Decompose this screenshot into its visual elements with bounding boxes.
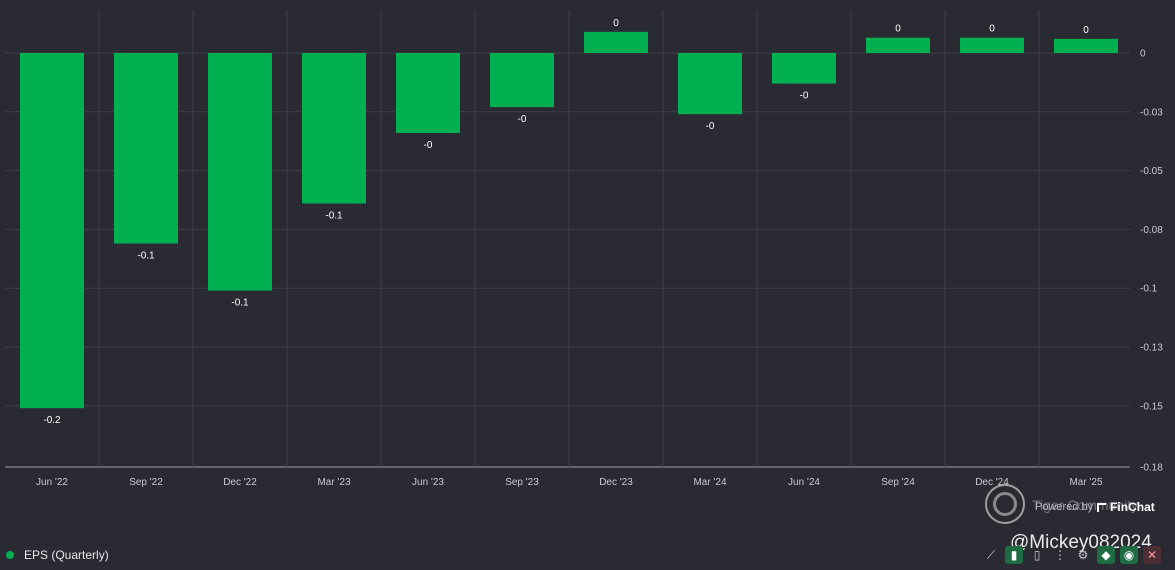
watermark-handle: @Mickey082024 (1010, 532, 1152, 553)
column-chart-icon[interactable]: ▯ (1033, 548, 1041, 562)
bar[interactable] (208, 53, 272, 291)
powered-by[interactable]: Powered by FinChat (1035, 500, 1155, 514)
y-tick-label: -0.15 (1140, 401, 1163, 412)
data-label: -0.2 (43, 415, 61, 426)
data-label: 0 (1083, 25, 1089, 36)
bar[interactable] (678, 53, 742, 115)
legend-label-eps: EPS (Quarterly) (24, 548, 109, 562)
data-label: -0 (518, 114, 527, 125)
grid-layer (5, 10, 1130, 468)
x-axis: Jun '22 Sep '22 Dec '22 Mar '23 Jun '23 Sep '… (36, 477, 1103, 488)
legend-dot-eps (6, 551, 14, 559)
x-tick-label: Mar '25 (1069, 477, 1102, 488)
bar[interactable] (1054, 38, 1118, 53)
bar[interactable] (20, 53, 84, 409)
x-tick-label: Sep '24 (881, 477, 915, 488)
bar[interactable] (114, 53, 178, 244)
data-label: -0 (800, 91, 809, 102)
bar[interactable] (772, 53, 836, 84)
bar[interactable] (584, 31, 648, 53)
data-label: -0.1 (137, 251, 155, 262)
data-label: -0.1 (325, 211, 343, 222)
bar[interactable] (302, 53, 366, 204)
close-icon[interactable]: ✕ (1143, 546, 1161, 564)
x-tick-label: Jun '22 (36, 477, 68, 488)
gear-icon[interactable]: ⚙ (1077, 548, 1089, 562)
data-label: -0.1 (231, 298, 249, 309)
powered-by-text: Powered by (1035, 501, 1094, 513)
y-tick-label: -0.05 (1140, 166, 1163, 177)
x-tick-label: Mar '23 (317, 477, 350, 488)
bars-layer (20, 31, 1118, 409)
chart-legend[interactable]: EPS (Quarterly) (6, 546, 109, 564)
y-tick-label: -0.18 (1140, 463, 1163, 474)
bar[interactable] (490, 53, 554, 108)
x-tick-label: Dec '24 (975, 477, 1009, 488)
y-tick-label: -0.13 (1140, 343, 1163, 354)
eps-bar-chart: -0.2 -0.1 -0.1 -0.1 -0 -0 0 -0 -0 0 0 0 Jun '22 Sep … (5, 10, 1163, 488)
bar[interactable] (960, 37, 1024, 53)
x-tick-label: Dec '22 (223, 477, 257, 488)
tag-icon[interactable]: ◆ (1097, 546, 1115, 564)
line-chart-icon[interactable]: ⟋ (986, 547, 996, 562)
finchat-logo-icon (1097, 502, 1107, 512)
watermark-text: Tiger Community (1032, 497, 1139, 513)
y-tick-label: 0 (1140, 49, 1146, 60)
more-icon[interactable]: ⋮ (1054, 548, 1066, 562)
tiger-community-logo (985, 484, 1025, 524)
y-axis: 0 -0.03 -0.05 -0.08 -0.1 -0.13 -0.15 -0.18 (1140, 49, 1163, 474)
data-label: 0 (895, 24, 901, 35)
bar[interactable] (396, 53, 460, 133)
x-tick-label: Jun '23 (412, 477, 444, 488)
data-label: -0 (706, 121, 715, 132)
x-tick-label: Sep '22 (129, 477, 163, 488)
finchat-brand: FinChat (1110, 500, 1155, 514)
y-tick-label: -0.03 (1140, 107, 1163, 118)
data-label: 0 (613, 18, 619, 29)
data-label: 0 (989, 24, 995, 35)
x-tick-label: Sep '23 (505, 477, 539, 488)
bar[interactable] (866, 37, 930, 53)
x-tick-label: Jun '24 (788, 477, 820, 488)
chart-toolbar: ⟋ ▮ ▯ ⋮ ⚙ ◆ ◉ ✕ (982, 545, 1161, 565)
y-tick-label: -0.08 (1140, 225, 1163, 236)
x-tick-label: Dec '23 (599, 477, 633, 488)
y-tick-label: -0.1 (1140, 284, 1158, 295)
data-labels-layer: -0.2 -0.1 -0.1 -0.1 -0 -0 0 -0 -0 0 0 0 (43, 18, 1089, 426)
eye-icon[interactable]: ◉ (1120, 546, 1138, 564)
bar-chart-icon[interactable]: ▮ (1005, 546, 1023, 564)
x-tick-label: Mar '24 (693, 477, 726, 488)
data-label: -0 (424, 140, 433, 151)
